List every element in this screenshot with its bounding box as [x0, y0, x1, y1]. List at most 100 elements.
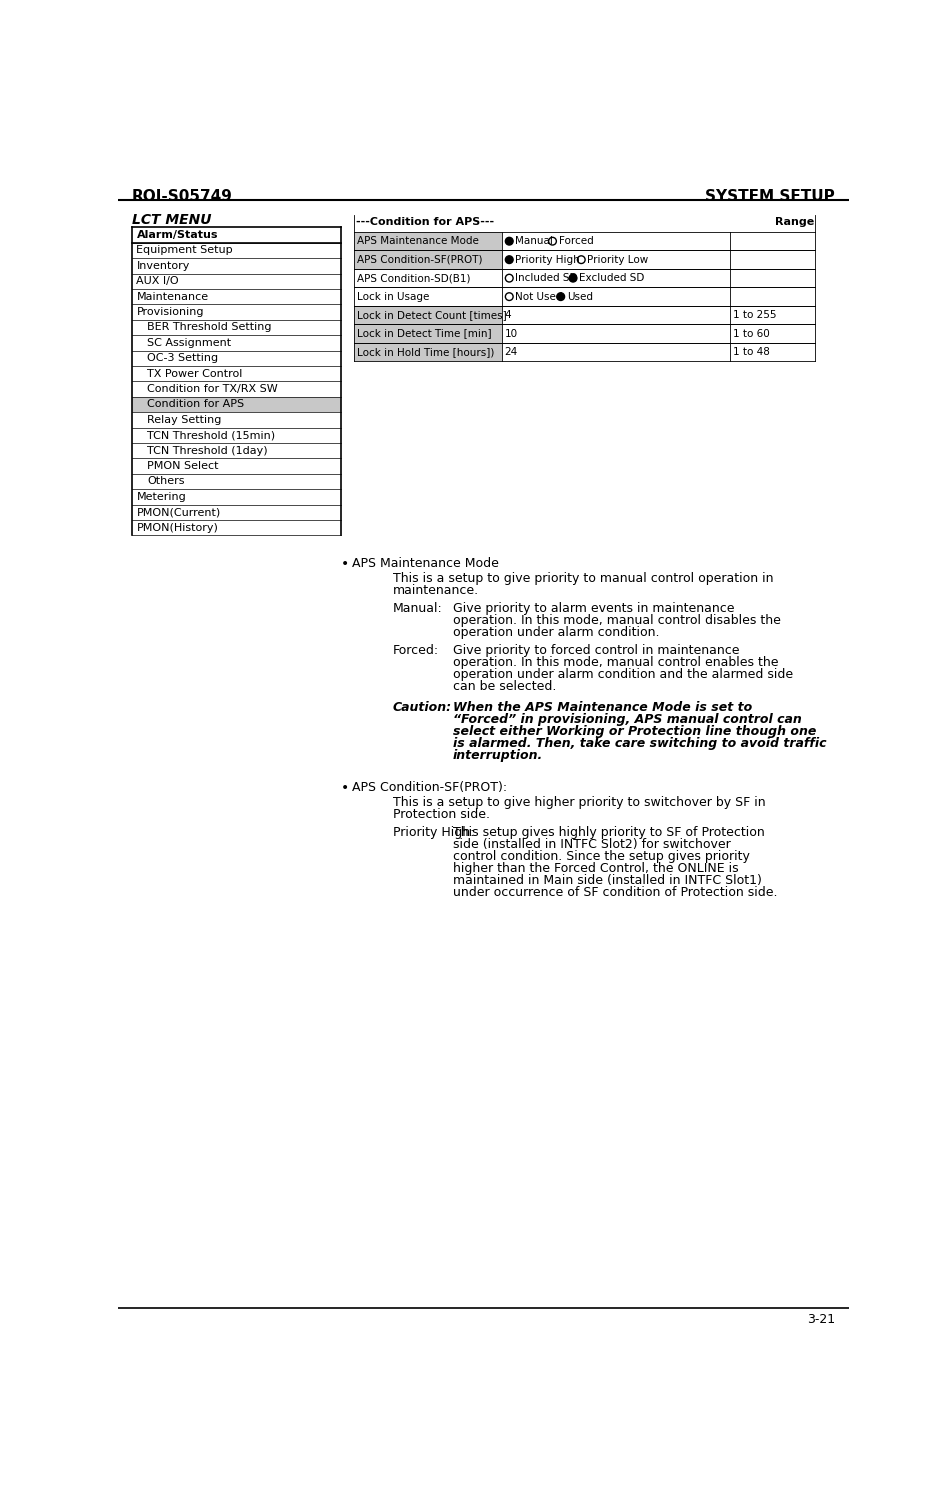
Text: This setup gives highly priority to SF of Protection: This setup gives highly priority to SF o… [453, 827, 765, 839]
Text: 10: 10 [505, 329, 518, 338]
Text: Alarm/Status: Alarm/Status [137, 230, 218, 240]
Text: Relay Setting: Relay Setting [147, 415, 222, 425]
Text: Forced: Forced [558, 236, 593, 246]
Bar [355, 287, 502, 307]
Text: is alarmed. Then, take care switching to avoid traffic: is alarmed. Then, take care switching to… [453, 736, 826, 750]
Bar [502, 307, 730, 325]
Bar [132, 320, 341, 335]
Text: Manual: Manual [516, 236, 554, 246]
Bar [502, 251, 730, 269]
Bar [730, 343, 816, 361]
Text: Lock in Usage: Lock in Usage [357, 292, 430, 302]
Text: TCN Threshold (15min): TCN Threshold (15min) [147, 430, 275, 440]
Bar [355, 325, 502, 343]
Circle shape [570, 275, 577, 283]
Text: TCN Threshold (1day): TCN Threshold (1day) [147, 445, 268, 455]
Text: Manual:: Manual: [393, 603, 443, 615]
Text: maintained in Main side (installed in INTFC Slot1): maintained in Main side (installed in IN… [453, 875, 762, 887]
Text: Excluded SD: Excluded SD [579, 274, 645, 283]
Text: control condition. Since the setup gives priority: control condition. Since the setup gives… [453, 851, 750, 863]
Text: interruption.: interruption. [453, 748, 543, 762]
Circle shape [505, 256, 513, 263]
Bar [132, 382, 341, 397]
Text: Metering: Metering [137, 491, 186, 502]
Bar [132, 365, 341, 382]
Text: Not Used: Not Used [516, 292, 563, 302]
Bar [355, 343, 502, 361]
Bar [502, 325, 730, 343]
Bar [132, 227, 341, 242]
Text: When the APS Maintenance Mode is set to: When the APS Maintenance Mode is set to [453, 702, 752, 714]
Text: OC-3 Setting: OC-3 Setting [147, 353, 219, 364]
Bar [132, 473, 341, 488]
Bar [355, 251, 502, 269]
Bar [132, 259, 341, 274]
Bar [730, 307, 816, 325]
Text: Priority High: Priority High [516, 254, 580, 265]
Text: maintenance.: maintenance. [393, 585, 479, 597]
Bar [132, 274, 341, 289]
Text: Lock in Detect Time [min]: Lock in Detect Time [min] [357, 329, 492, 338]
Text: PMON Select: PMON Select [147, 461, 219, 470]
Text: Give priority to alarm events in maintenance: Give priority to alarm events in mainten… [453, 603, 735, 615]
Text: operation under alarm condition and the alarmed side: operation under alarm condition and the … [453, 669, 793, 681]
Circle shape [556, 293, 565, 301]
Text: Condition for APS: Condition for APS [147, 400, 244, 409]
Bar [132, 242, 341, 259]
Text: Priority Low: Priority Low [587, 254, 649, 265]
Text: operation. In this mode, manual control enables the: operation. In this mode, manual control … [453, 657, 778, 669]
Text: This is a setup to give higher priority to switchover by SF in: This is a setup to give higher priority … [393, 797, 766, 809]
Text: 3-21: 3-21 [806, 1314, 835, 1326]
Text: under occurrence of SF condition of Protection side.: under occurrence of SF condition of Prot… [453, 887, 777, 899]
Text: side (installed in INTFC Slot2) for switchover: side (installed in INTFC Slot2) for swit… [453, 839, 731, 851]
Bar [132, 397, 341, 412]
Text: APS Condition-SF(PROT):: APS Condition-SF(PROT): [352, 782, 507, 794]
Text: APS Maintenance Mode: APS Maintenance Mode [352, 558, 499, 570]
Text: LCT MENU: LCT MENU [132, 213, 211, 227]
Text: Caution:: Caution: [393, 702, 452, 714]
Text: Inventory: Inventory [137, 262, 190, 271]
Bar [502, 269, 730, 287]
Text: 1 to 48: 1 to 48 [734, 347, 770, 358]
Bar [730, 269, 816, 287]
Bar [355, 269, 502, 287]
Bar [132, 289, 341, 304]
Bar [132, 443, 341, 458]
Text: Others: Others [147, 476, 185, 487]
Bar [730, 251, 816, 269]
Text: SC Assignment: SC Assignment [147, 338, 231, 347]
Text: Included SD: Included SD [516, 274, 578, 283]
Text: can be selected.: can be selected. [453, 679, 556, 693]
Text: PMON(Current): PMON(Current) [137, 507, 221, 517]
Text: higher than the Forced Control, the ONLINE is: higher than the Forced Control, the ONLI… [453, 863, 738, 875]
Bar [132, 335, 341, 350]
Circle shape [505, 237, 513, 245]
Text: 1 to 60: 1 to 60 [734, 329, 770, 338]
Bar [132, 520, 341, 535]
Bar [355, 307, 502, 325]
Text: “Forced” in provisioning, APS manual control can: “Forced” in provisioning, APS manual con… [453, 714, 802, 726]
Text: TX Power Control: TX Power Control [147, 368, 242, 379]
Text: APS Condition-SD(B1): APS Condition-SD(B1) [357, 274, 471, 283]
Bar [132, 505, 341, 520]
Text: Condition for TX/RX SW: Condition for TX/RX SW [147, 385, 278, 394]
Bar [355, 231, 502, 251]
Text: Equipment Setup: Equipment Setup [137, 245, 233, 256]
Text: AUX I/O: AUX I/O [137, 277, 179, 286]
Text: Lock in Hold Time [hours]): Lock in Hold Time [hours]) [357, 347, 495, 358]
Text: BER Threshold Setting: BER Threshold Setting [147, 323, 272, 332]
Text: operation under alarm condition.: operation under alarm condition. [453, 627, 659, 639]
Bar [502, 287, 730, 307]
Text: select either Working or Protection line though one: select either Working or Protection line… [453, 724, 816, 738]
Text: Lock in Detect Count [times]: Lock in Detect Count [times] [357, 310, 507, 320]
Bar [730, 287, 816, 307]
Bar [132, 304, 341, 320]
Text: ---Condition for APS---: ---Condition for APS--- [356, 216, 494, 227]
Text: Maintenance: Maintenance [137, 292, 208, 302]
Text: 1 to 255: 1 to 255 [734, 310, 777, 320]
Bar [132, 427, 341, 443]
Text: This is a setup to give priority to manual control operation in: This is a setup to give priority to manu… [393, 573, 773, 585]
Text: Priority High:: Priority High: [393, 827, 474, 839]
Bar [502, 231, 730, 251]
Bar [730, 325, 816, 343]
